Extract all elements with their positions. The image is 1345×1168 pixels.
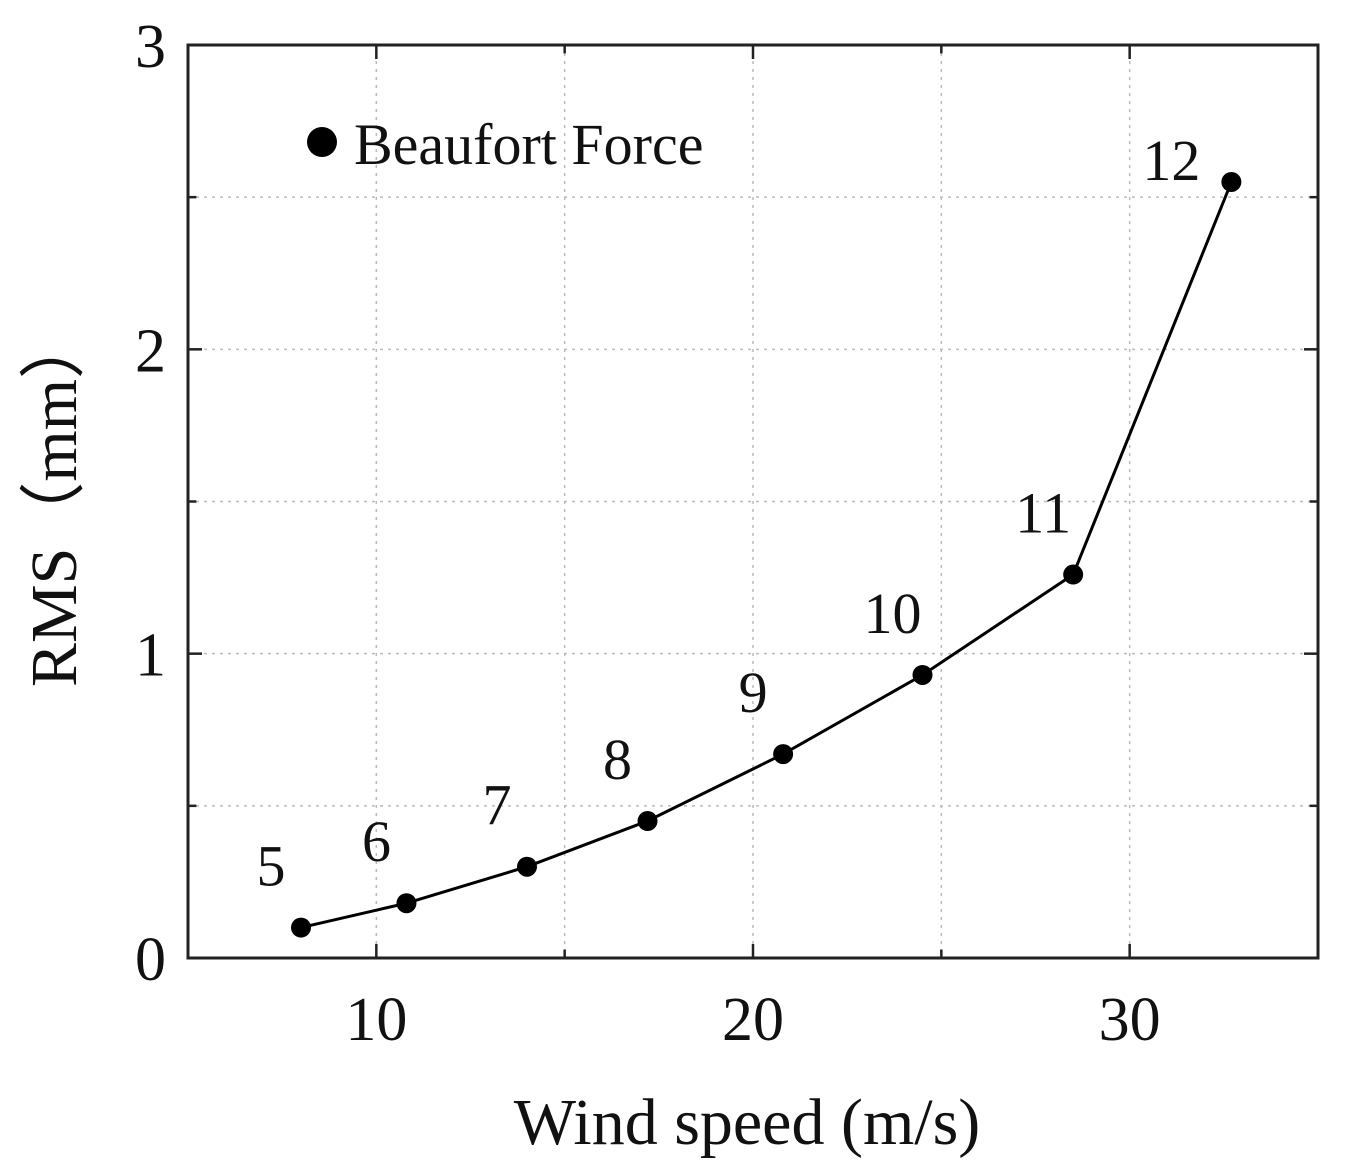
- point-label: 8: [603, 727, 632, 792]
- x-axis-title: Wind speed (m/s): [514, 1086, 981, 1159]
- tick-labels: 10 20 30 0 1 2 3: [135, 13, 1161, 1054]
- grid: [188, 45, 1318, 958]
- point-label: 5: [257, 834, 286, 899]
- data-point: [1063, 564, 1084, 585]
- y-axis-title: RMS（mm）: [18, 313, 91, 687]
- x-tick-label: 10: [345, 986, 407, 1054]
- axis-ticks: [188, 45, 1318, 958]
- legend-label: Beaufort Force: [354, 112, 703, 177]
- data-point: [912, 664, 933, 685]
- legend-marker: [307, 127, 337, 157]
- data-point: [773, 744, 794, 765]
- point-label: 7: [483, 773, 512, 838]
- point-label: 6: [362, 809, 391, 874]
- data-point: [291, 917, 311, 938]
- x-tick-label: 30: [1099, 986, 1161, 1054]
- data-point: [1221, 171, 1242, 192]
- point-label: 9: [739, 660, 768, 725]
- point-label: 11: [1015, 481, 1071, 546]
- data-point: [637, 811, 658, 832]
- y-tick-label: 2: [135, 317, 166, 385]
- series-line: [300, 181, 1233, 930]
- data-point: [396, 893, 417, 914]
- point-label: 10: [864, 581, 922, 646]
- point-label: 12: [1142, 128, 1200, 193]
- point-labels: 5 6 7 8 9 10 11 12: [257, 128, 1201, 899]
- legend: Beaufort Force: [307, 112, 703, 177]
- y-tick-label: 1: [135, 622, 166, 690]
- y-tick-label: 0: [135, 926, 166, 994]
- x-tick-label: 20: [722, 986, 784, 1054]
- data-point: [517, 856, 537, 877]
- series: [291, 171, 1242, 938]
- y-tick-label: 3: [135, 13, 166, 81]
